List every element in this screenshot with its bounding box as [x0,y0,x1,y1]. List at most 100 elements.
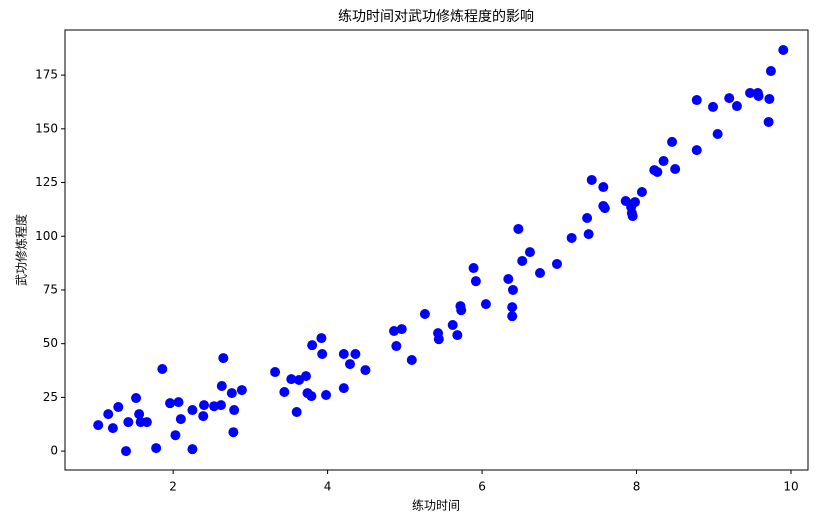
point [724,93,735,104]
x-tick-label: 6 [478,480,486,494]
point [199,400,210,411]
point [175,414,186,425]
point [226,388,237,399]
point [452,330,463,341]
point [338,348,349,359]
x-tick-label: 8 [633,480,641,494]
point [360,365,371,376]
point [745,87,756,98]
point [778,44,789,55]
point [306,391,317,402]
point [468,263,479,274]
point [291,406,302,417]
plot-frame [64,29,809,471]
point [513,223,524,234]
point [187,444,198,455]
point [551,258,562,269]
point [316,333,327,344]
point [103,409,114,420]
point [107,423,118,434]
point [764,93,775,104]
point [480,299,491,310]
point [534,267,545,278]
point [765,66,776,77]
point [627,211,638,222]
y-tick-label: 100 [35,229,58,243]
point [524,247,535,258]
point [670,164,681,175]
point [566,232,577,243]
point [652,167,663,178]
chart-title: 练功时间对武功修炼程度的影响 [338,9,534,25]
point [134,409,145,420]
y-tick-label: 50 [43,336,58,350]
x-tick-label: 2 [169,480,177,494]
y-tick-label: 150 [35,121,58,135]
point [286,374,297,385]
point [300,371,311,382]
point [582,212,593,223]
point [691,145,702,156]
point [279,387,290,398]
point [151,443,162,454]
point [344,359,355,370]
point [447,319,458,330]
point [157,364,168,375]
point [456,305,467,316]
point [731,101,742,112]
point [123,417,134,428]
point [321,390,332,401]
point [270,367,281,378]
point [667,136,678,147]
point [517,255,528,266]
point [708,101,719,112]
point [317,348,328,359]
y-tick-label: 175 [35,68,58,82]
point [229,405,240,416]
point [507,311,518,322]
point [406,355,417,365]
point [396,324,407,335]
point [598,182,609,193]
point [307,340,318,351]
point [141,417,152,428]
point [350,348,361,359]
point [391,341,402,352]
point [658,156,669,167]
point [629,197,640,208]
point [583,229,594,240]
x-tick-label: 4 [324,480,332,494]
point [216,400,227,411]
point [187,405,198,416]
point [228,427,239,438]
y-tick-label: 125 [35,175,58,189]
point [236,385,247,396]
point [121,446,132,457]
point [712,128,723,139]
point [470,276,481,287]
point [170,430,181,441]
point [419,309,430,320]
x-axis-label: 练功时间 [412,498,460,513]
point [507,284,518,295]
point [389,325,400,336]
point [216,380,227,391]
x-tick-label: 10 [783,480,798,494]
point [218,353,229,364]
point [338,383,349,394]
point [93,420,104,431]
point [507,302,518,313]
point [691,95,702,106]
point [753,90,764,101]
point [173,397,184,408]
y-axis-label: 武功修炼程度 [14,214,29,286]
y-tick-label: 0 [50,444,58,458]
point [433,334,444,345]
y-tick-label: 25 [43,390,58,404]
point [586,174,597,185]
point [165,398,176,409]
point [198,411,209,422]
point [599,203,610,214]
point [636,186,647,197]
